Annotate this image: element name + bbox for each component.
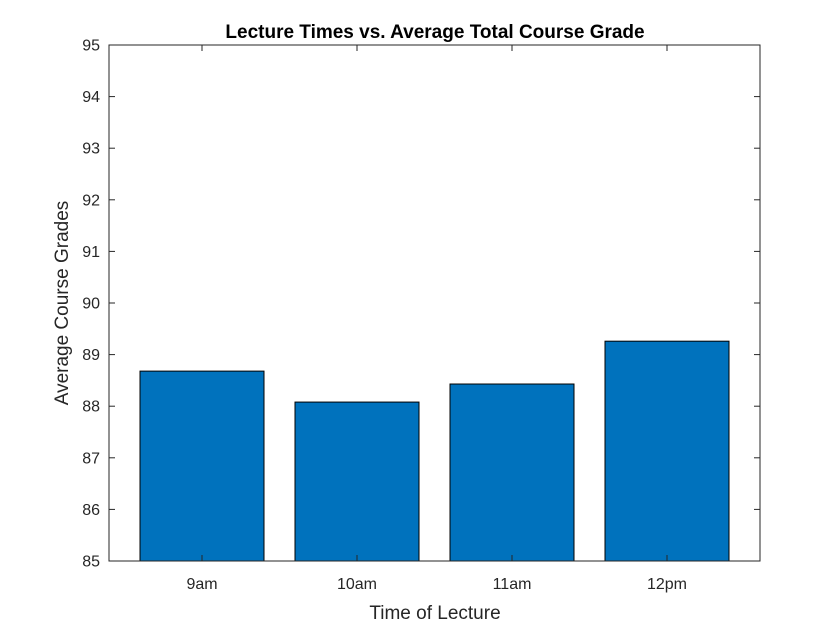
bar-12pm bbox=[604, 340, 730, 562]
x-tick-label-9am: 9am bbox=[186, 576, 217, 593]
y-tick-label: 91 bbox=[82, 244, 100, 261]
y-tick-label: 87 bbox=[82, 450, 100, 467]
y-tick-label: 85 bbox=[82, 554, 100, 571]
y-tick-label: 95 bbox=[82, 38, 100, 55]
y-tick-label: 90 bbox=[82, 296, 100, 313]
chart-title: Lecture Times vs. Average Total Course G… bbox=[225, 22, 644, 43]
x-ticks-group: 9am 10am 11am 12pm bbox=[186, 45, 687, 593]
y-tick-label: 93 bbox=[82, 141, 100, 158]
x-axis-label: Time of Lecture bbox=[369, 603, 500, 624]
y-tick-label: 88 bbox=[82, 399, 100, 416]
bars-group bbox=[139, 340, 730, 562]
x-tick-label-12pm: 12pm bbox=[647, 576, 687, 593]
y-ticks-group: 85 86 87 88 89 90 91 92 93 94 95 bbox=[82, 38, 760, 571]
bar-9am bbox=[139, 370, 265, 562]
x-tick-label-11am: 11am bbox=[493, 576, 532, 593]
x-tick-label-10am: 10am bbox=[337, 576, 377, 593]
y-tick-label: 94 bbox=[82, 89, 100, 106]
y-tick-label: 86 bbox=[82, 502, 100, 519]
bar-11am bbox=[449, 383, 575, 562]
y-tick-label: 92 bbox=[82, 192, 100, 209]
y-axis-label: Average Course Grades bbox=[52, 201, 73, 406]
y-tick-label: 89 bbox=[82, 347, 100, 364]
bar-10am bbox=[294, 401, 420, 562]
